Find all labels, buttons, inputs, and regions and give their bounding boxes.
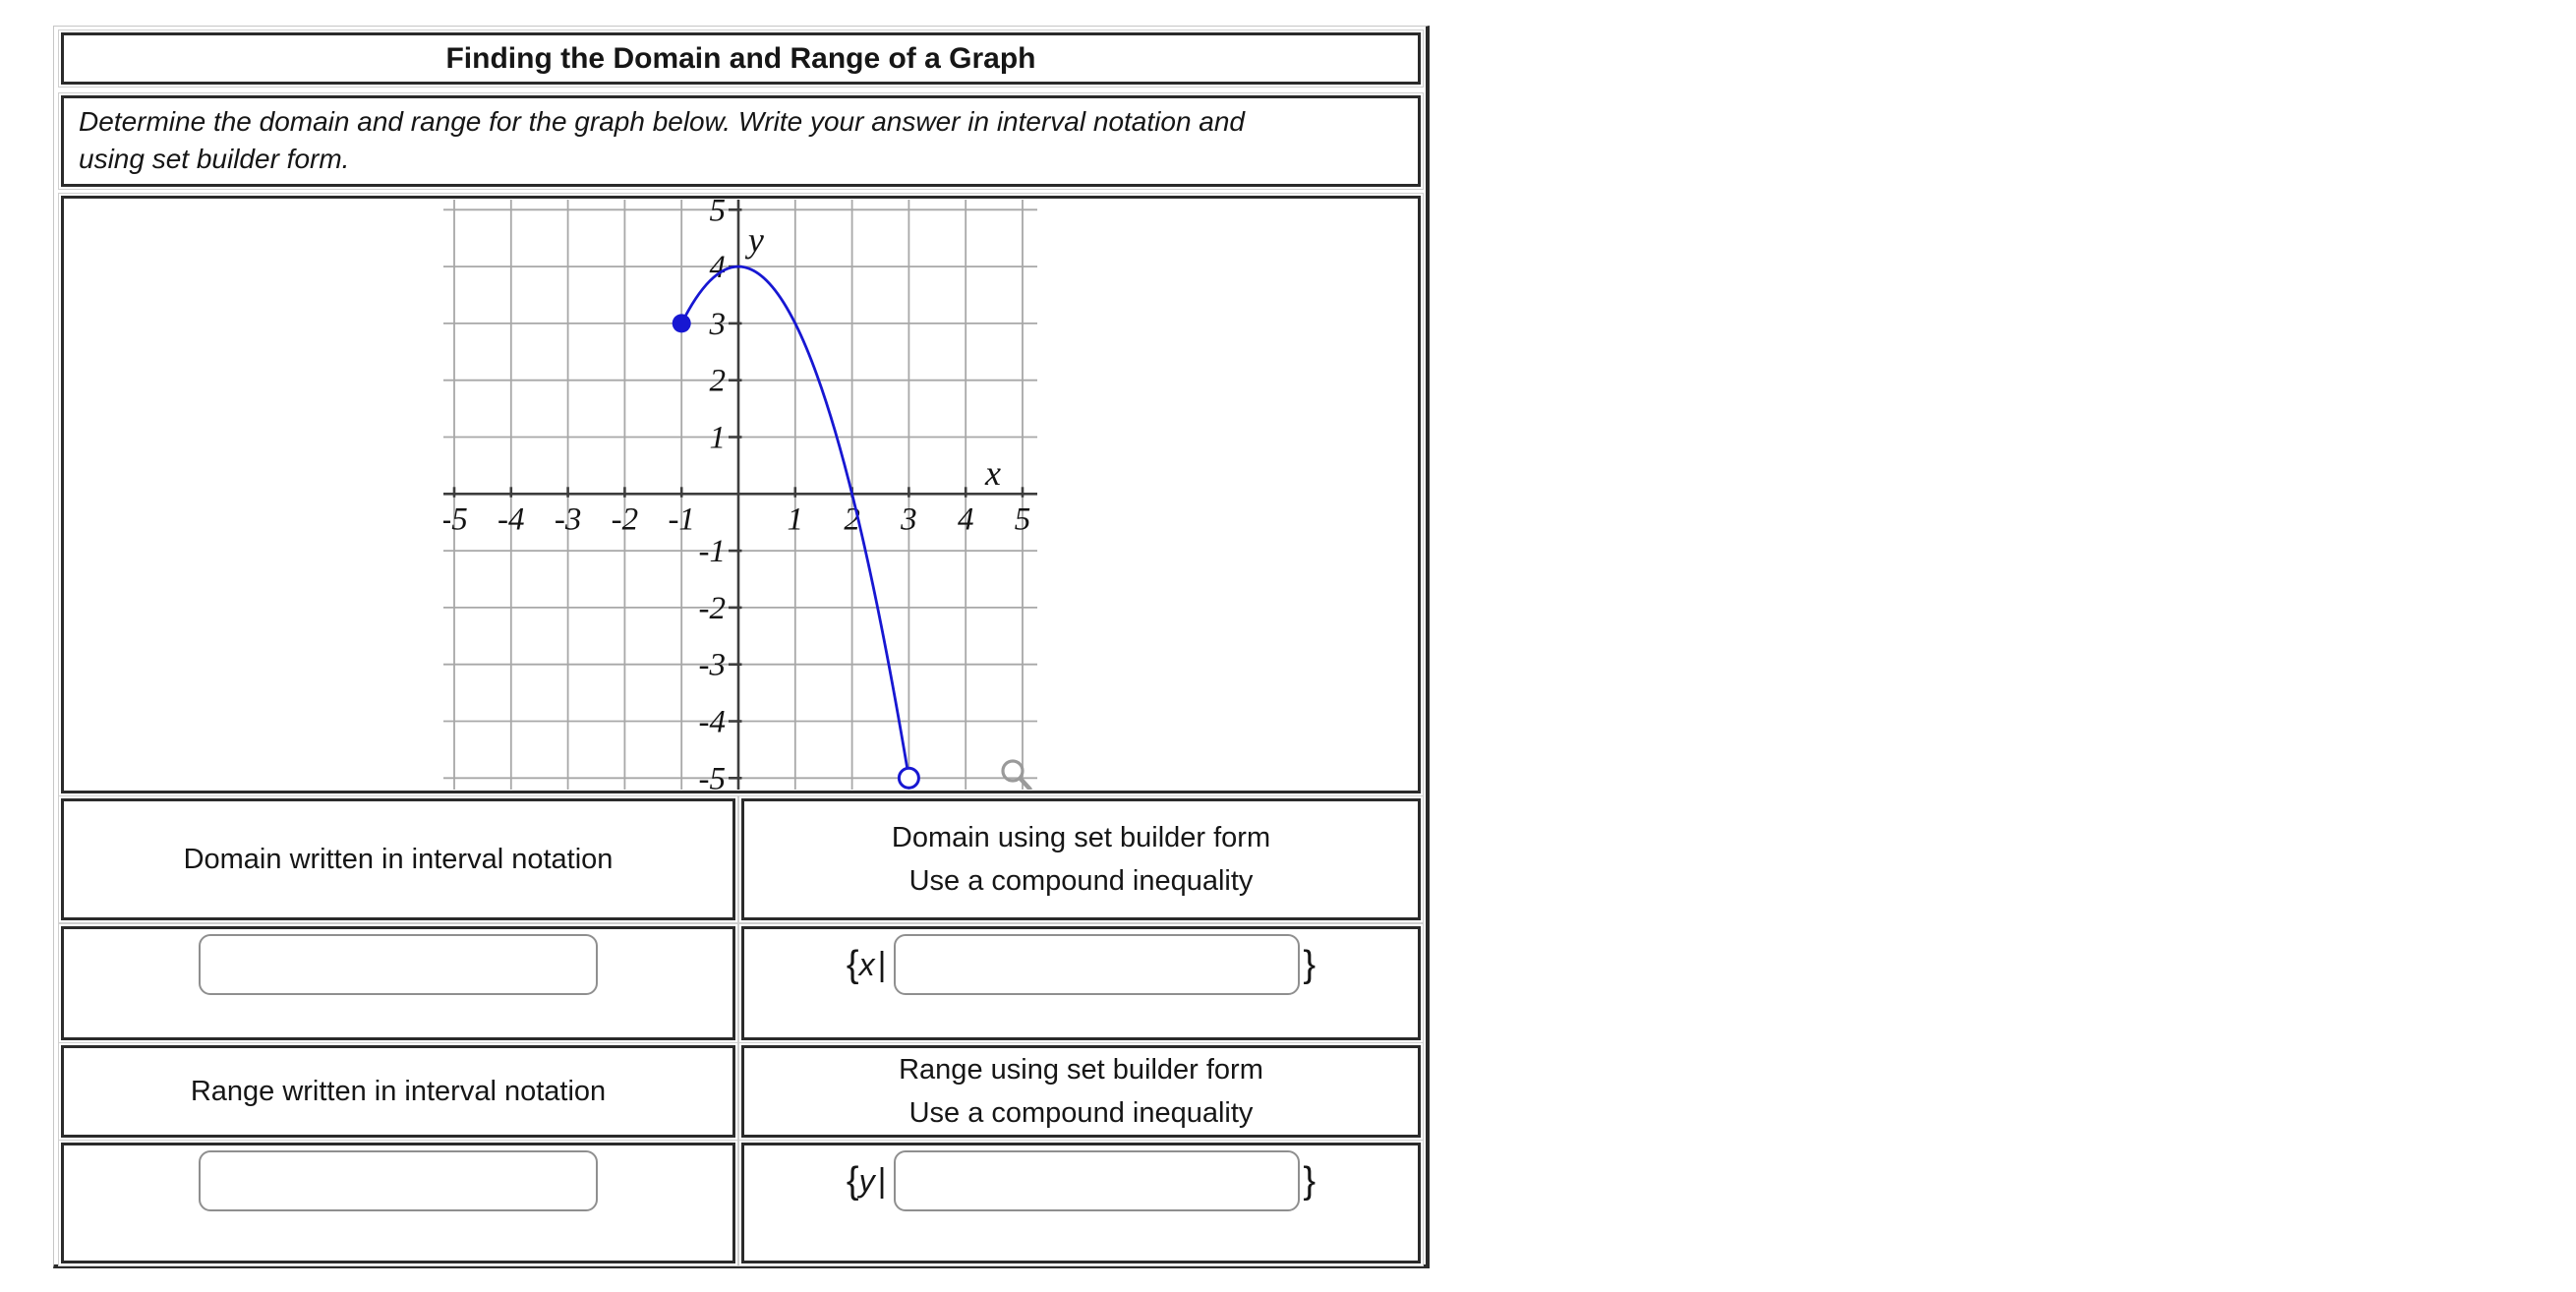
function-curve — [679, 264, 910, 779]
set-variable-x: x — [858, 947, 875, 982]
open-brace: { — [846, 944, 859, 985]
x-tick-label: 4 — [958, 501, 974, 537]
domain-setbuilder-row: {x | } — [744, 934, 1418, 995]
such-that-bar: | — [877, 1162, 887, 1200]
y-tick-label: 1 — [710, 421, 727, 456]
worksheet: Finding the Domain and Range of a Graph … — [53, 26, 1430, 1268]
open-brace: { — [846, 1160, 859, 1202]
x-axis-label: x — [984, 453, 1001, 493]
range-setbuilder-input[interactable] — [894, 1150, 1301, 1211]
domain-interval-answer-cell — [61, 926, 735, 1040]
close-brace: } — [1303, 1160, 1317, 1202]
range-interval-header-label: Range written in interval notation — [190, 1076, 607, 1107]
range-interval-header: Range written in interval notation — [61, 1045, 735, 1138]
y-axis-label: y — [745, 220, 764, 260]
close-brace: } — [1303, 944, 1317, 985]
magnifier-icon[interactable] — [1018, 776, 1032, 790]
open-endpoint — [897, 766, 920, 790]
x-tick-label: 5 — [1015, 501, 1031, 537]
y-tick-label: -5 — [699, 761, 727, 790]
graph-panel: -5 -4 -3 -2 -1 1 2 3 4 5 5 4 3 2 1 -1 -2 -3 -4 -5 y x — [61, 196, 1421, 793]
range-setbuilder-row: {y | } — [744, 1150, 1418, 1211]
x-tick-label: -2 — [612, 501, 639, 537]
x-tick-label: -1 — [668, 501, 695, 537]
y-tick-label: -1 — [699, 534, 727, 569]
y-tick-label: -2 — [699, 591, 727, 626]
x-tick-label: -4 — [498, 501, 525, 537]
closed-endpoint — [672, 314, 691, 333]
domain-interval-header-label: Domain written in interval notation — [183, 844, 614, 875]
y-tick-label: -4 — [699, 705, 727, 740]
domain-interval-header: Domain written in interval notation — [61, 798, 735, 920]
x-tick-label: -3 — [555, 501, 582, 537]
domain-setbuilder-input[interactable] — [894, 934, 1301, 995]
such-that-bar: | — [877, 946, 887, 983]
y-tick-label: -3 — [699, 648, 727, 683]
range-interval-answer-cell — [61, 1143, 735, 1263]
page-title: Finding the Domain and Range of a Graph — [61, 32, 1421, 85]
x-tick-label: 1 — [788, 501, 804, 537]
domain-interval-input[interactable] — [199, 934, 598, 995]
set-variable-y: y — [858, 1163, 875, 1199]
range-setbuilder-header: Range using set builder form Use a compo… — [741, 1045, 1421, 1138]
y-tick-label: 3 — [709, 307, 727, 342]
y-tick-label: 5 — [710, 200, 727, 228]
x-tick-label: 3 — [900, 501, 917, 537]
range-interval-input[interactable] — [199, 1150, 598, 1211]
range-setbuilder-answer-cell: {y | } — [741, 1143, 1421, 1263]
domain-setbuilder-answer-cell: {x | } — [741, 926, 1421, 1040]
domain-setbuilder-header: Domain using set builder form Use a comp… — [741, 798, 1421, 920]
y-tick-label: 2 — [710, 364, 727, 399]
magnifier-icon[interactable] — [1001, 759, 1025, 783]
x-tick-label: -5 — [443, 501, 468, 537]
instructions-text: Determine the domain and range for the g… — [61, 95, 1421, 187]
